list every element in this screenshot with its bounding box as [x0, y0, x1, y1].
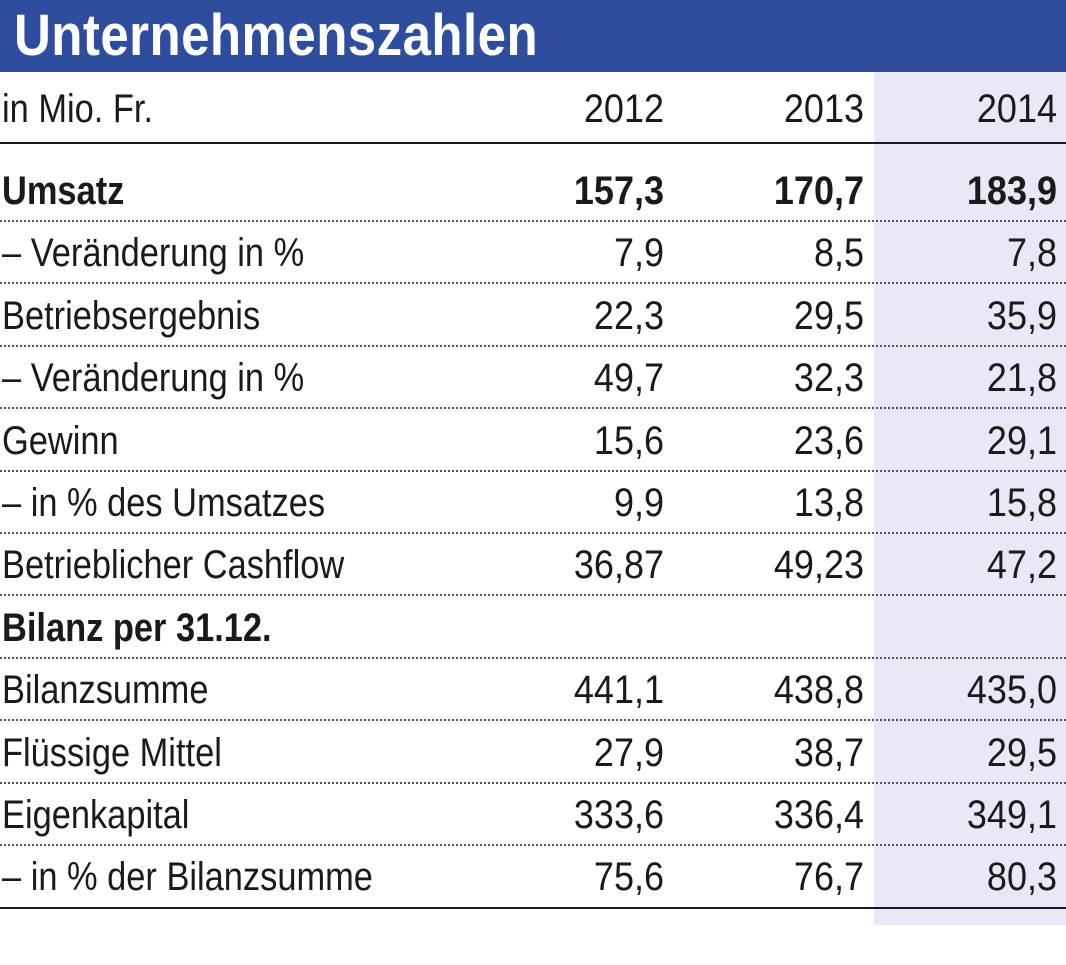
cell-2013: 13,8	[793, 481, 864, 525]
table-row: Eigenkapital 333,6 336,4 349,1	[0, 784, 1066, 846]
row-label: – in % des Umsatzes	[2, 481, 326, 525]
cell-2014: 80,3	[986, 855, 1057, 900]
column-header-2012: 2012	[583, 87, 664, 131]
cell-2012: 9,9	[613, 481, 664, 525]
cell-2013: 23,6	[793, 418, 864, 463]
row-label: – Veränderung in %	[2, 356, 305, 401]
row-label: Betriebsergebnis	[2, 293, 261, 338]
cell-2014: 349,1	[966, 793, 1057, 837]
table-row: Umsatz 157,3 170,7 183,9	[0, 160, 1066, 222]
cell-2013: 29,5	[793, 293, 864, 338]
cell-2013: 438,8	[773, 668, 864, 713]
cell-2012: 27,9	[593, 730, 664, 775]
cell-2014: 7,8	[1006, 231, 1057, 276]
table-row: – Veränderung in % 7,9 8,5 7,8	[0, 222, 1066, 285]
cell-2012: 333,6	[573, 793, 664, 837]
row-label: Flüssige Mittel	[2, 730, 222, 775]
section-heading-row: Bilanz per 31.12.	[0, 597, 1066, 659]
section-heading: Bilanz per 31.12.	[2, 605, 272, 650]
table-title: Unternehmenszahlen	[14, 3, 539, 68]
cell-2013: 76,7	[793, 855, 864, 900]
table-row: – Veränderung in % 49,7 32,3 21,8	[0, 347, 1066, 410]
cell-2012: 7,9	[613, 231, 664, 276]
cell-2014: 21,8	[986, 356, 1057, 401]
table-row: Betrieblicher Cashflow 36,87 49,23 47,2	[0, 534, 1066, 597]
column-header-2013: 2013	[783, 87, 864, 131]
cell-2014: 435,0	[966, 668, 1057, 713]
cell-2013: 32,3	[793, 356, 864, 401]
table-row: – in % des Umsatzes 9,9 13,8 15,8	[0, 472, 1066, 534]
header-rule	[0, 142, 1066, 144]
cell-2014: 47,2	[986, 543, 1057, 588]
row-label: Gewinn	[2, 418, 119, 463]
table-row: Gewinn 15,6 23,6 29,1	[0, 410, 1066, 472]
cell-2014: 29,5	[986, 730, 1057, 775]
row-label: – in % der Bilanzsumme	[2, 855, 373, 900]
row-label: – Veränderung in %	[2, 231, 305, 276]
cell-2012: 441,1	[573, 668, 664, 713]
cell-2013: 49,23	[773, 543, 864, 588]
cell-2012: 75,6	[593, 855, 664, 900]
table-row: Flüssige Mittel 27,9 38,7 29,5	[0, 722, 1066, 784]
title-bar: Unternehmenszahlen	[0, 0, 1066, 72]
cell-2012: 157,3	[573, 169, 664, 213]
cell-2013: 170,7	[773, 169, 864, 213]
column-header-2014: 2014	[976, 87, 1057, 131]
row-label: Betrieblicher Cashflow	[2, 543, 345, 588]
table-header-row: in Mio. Fr. 2012 2013 2014	[0, 78, 1066, 140]
cell-2013: 38,7	[793, 730, 864, 775]
cell-2012: 15,6	[593, 418, 664, 463]
unit-label: in Mio. Fr.	[2, 87, 154, 131]
cell-2013: 336,4	[773, 793, 864, 837]
cell-2012: 36,87	[573, 543, 664, 588]
table-row: Betriebsergebnis 22,3 29,5 35,9	[0, 285, 1066, 347]
table-row: Bilanzsumme 441,1 438,8 435,0	[0, 659, 1066, 722]
cell-2012: 49,7	[593, 356, 664, 401]
cell-2014: 183,9	[966, 169, 1057, 213]
row-label: Eigenkapital	[2, 793, 190, 837]
cell-2014: 15,8	[986, 481, 1057, 525]
table-row: – in % der Bilanzsumme 75,6 76,7 80,3	[0, 846, 1066, 910]
cell-2014: 35,9	[986, 293, 1057, 338]
row-label: Bilanzsumme	[2, 668, 209, 713]
row-label: Umsatz	[2, 169, 125, 213]
cell-2013: 8,5	[813, 231, 864, 276]
cell-2012: 22,3	[593, 293, 664, 338]
cell-2014: 29,1	[986, 418, 1057, 463]
